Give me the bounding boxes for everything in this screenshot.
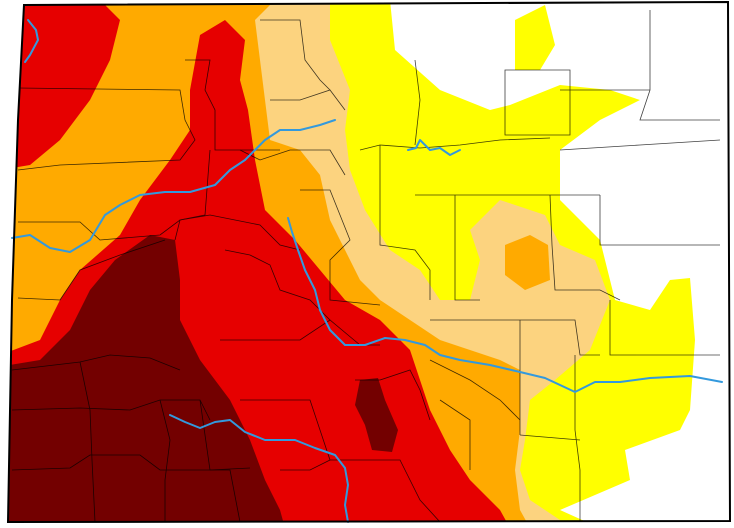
zone-abnormally-dry-north (515, 5, 555, 70)
arkansas-river (287, 217, 723, 393)
state-border (6, 0, 732, 524)
upper-colorado-river (24, 19, 39, 63)
colorado-river (11, 119, 336, 253)
zone-extreme-nw (8, 2, 120, 170)
south-platte-river (407, 139, 461, 156)
rio-grande (169, 414, 349, 523)
zone-exceptional-sw (8, 235, 285, 522)
county-lines (11, 10, 721, 522)
zone-exceptional-sangre (355, 378, 398, 452)
rivers (11, 19, 723, 523)
zone-severe-east-pocket (505, 235, 550, 290)
